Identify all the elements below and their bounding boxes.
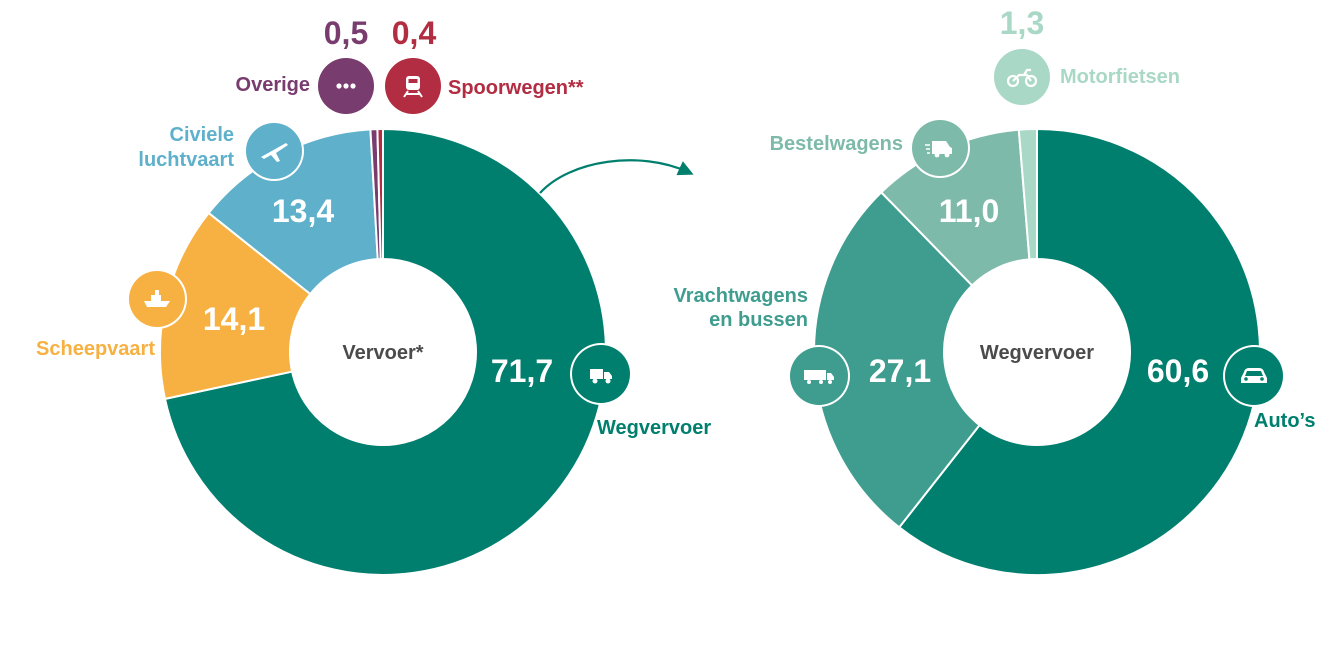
category-label-spoorwegen: Spoorwegen** xyxy=(448,77,584,99)
value-label-vrachtwagens-en-bussen: 27,1 xyxy=(869,353,931,389)
car-icon xyxy=(1223,345,1285,407)
value-label-autos: 60,6 xyxy=(1147,353,1209,389)
center-label: Wegvervoer xyxy=(980,342,1094,364)
slice-wegvervoer xyxy=(163,127,607,576)
road-transport-donut-chart: Wegvervoer 60,6 27,1 11,0 Auto’s Vrachtwagens… xyxy=(673,5,1315,576)
category-label-motorfietsen: Motorfietsen xyxy=(1060,66,1180,88)
category-label-bestelwagens: Bestelwagens xyxy=(770,133,903,155)
category-label-vrachtwagens-en-bussen: Vrachtwagens en bussen xyxy=(673,285,808,331)
value-label-scheepvaart: 14,1 xyxy=(203,301,265,337)
connector-arrow xyxy=(539,159,694,194)
slice-motorfietsen xyxy=(1017,127,1038,261)
lorry-icon xyxy=(788,345,850,407)
category-label-civiele-luchtvaart: Civiele luchtvaart xyxy=(138,124,234,171)
center-label: Vervoer* xyxy=(342,342,423,364)
value-label-wegvervoer: 71,7 xyxy=(491,353,553,389)
more-icon xyxy=(318,58,374,114)
value-label-motorfietsen: 1,3 xyxy=(1000,5,1044,41)
slice-scheepvaart xyxy=(159,211,312,401)
value-label-civiele-luchtvaart: 13,4 xyxy=(272,193,334,229)
train-icon xyxy=(385,58,441,114)
value-label-spoorwegen: 0,4 xyxy=(392,15,437,51)
airplane-icon xyxy=(244,121,304,181)
ship-icon xyxy=(127,269,187,329)
category-label-overige: Overige xyxy=(236,74,310,96)
slice-civiele-luchtvaart xyxy=(207,128,379,296)
transport-donut-chart: Vervoer* 71,7 14,1 13,4 Wegvervoer Scheepvaar… xyxy=(36,15,711,576)
category-label-scheepvaart: Scheepvaart xyxy=(36,338,155,360)
van-icon xyxy=(910,118,970,178)
slice-spoorwegen xyxy=(376,127,384,261)
value-label-overige: 0,5 xyxy=(324,15,368,51)
truck-icon xyxy=(570,343,632,405)
value-label-bestelwagens: 11,0 xyxy=(939,193,1000,229)
category-label-wegvervoer: Wegvervoer xyxy=(597,417,711,439)
slice-vrachtwagens-en-bussen xyxy=(813,190,981,529)
slice-auto-s xyxy=(897,127,1261,576)
category-label-autos: Auto’s xyxy=(1254,410,1315,432)
motorcycle-icon xyxy=(994,49,1050,105)
